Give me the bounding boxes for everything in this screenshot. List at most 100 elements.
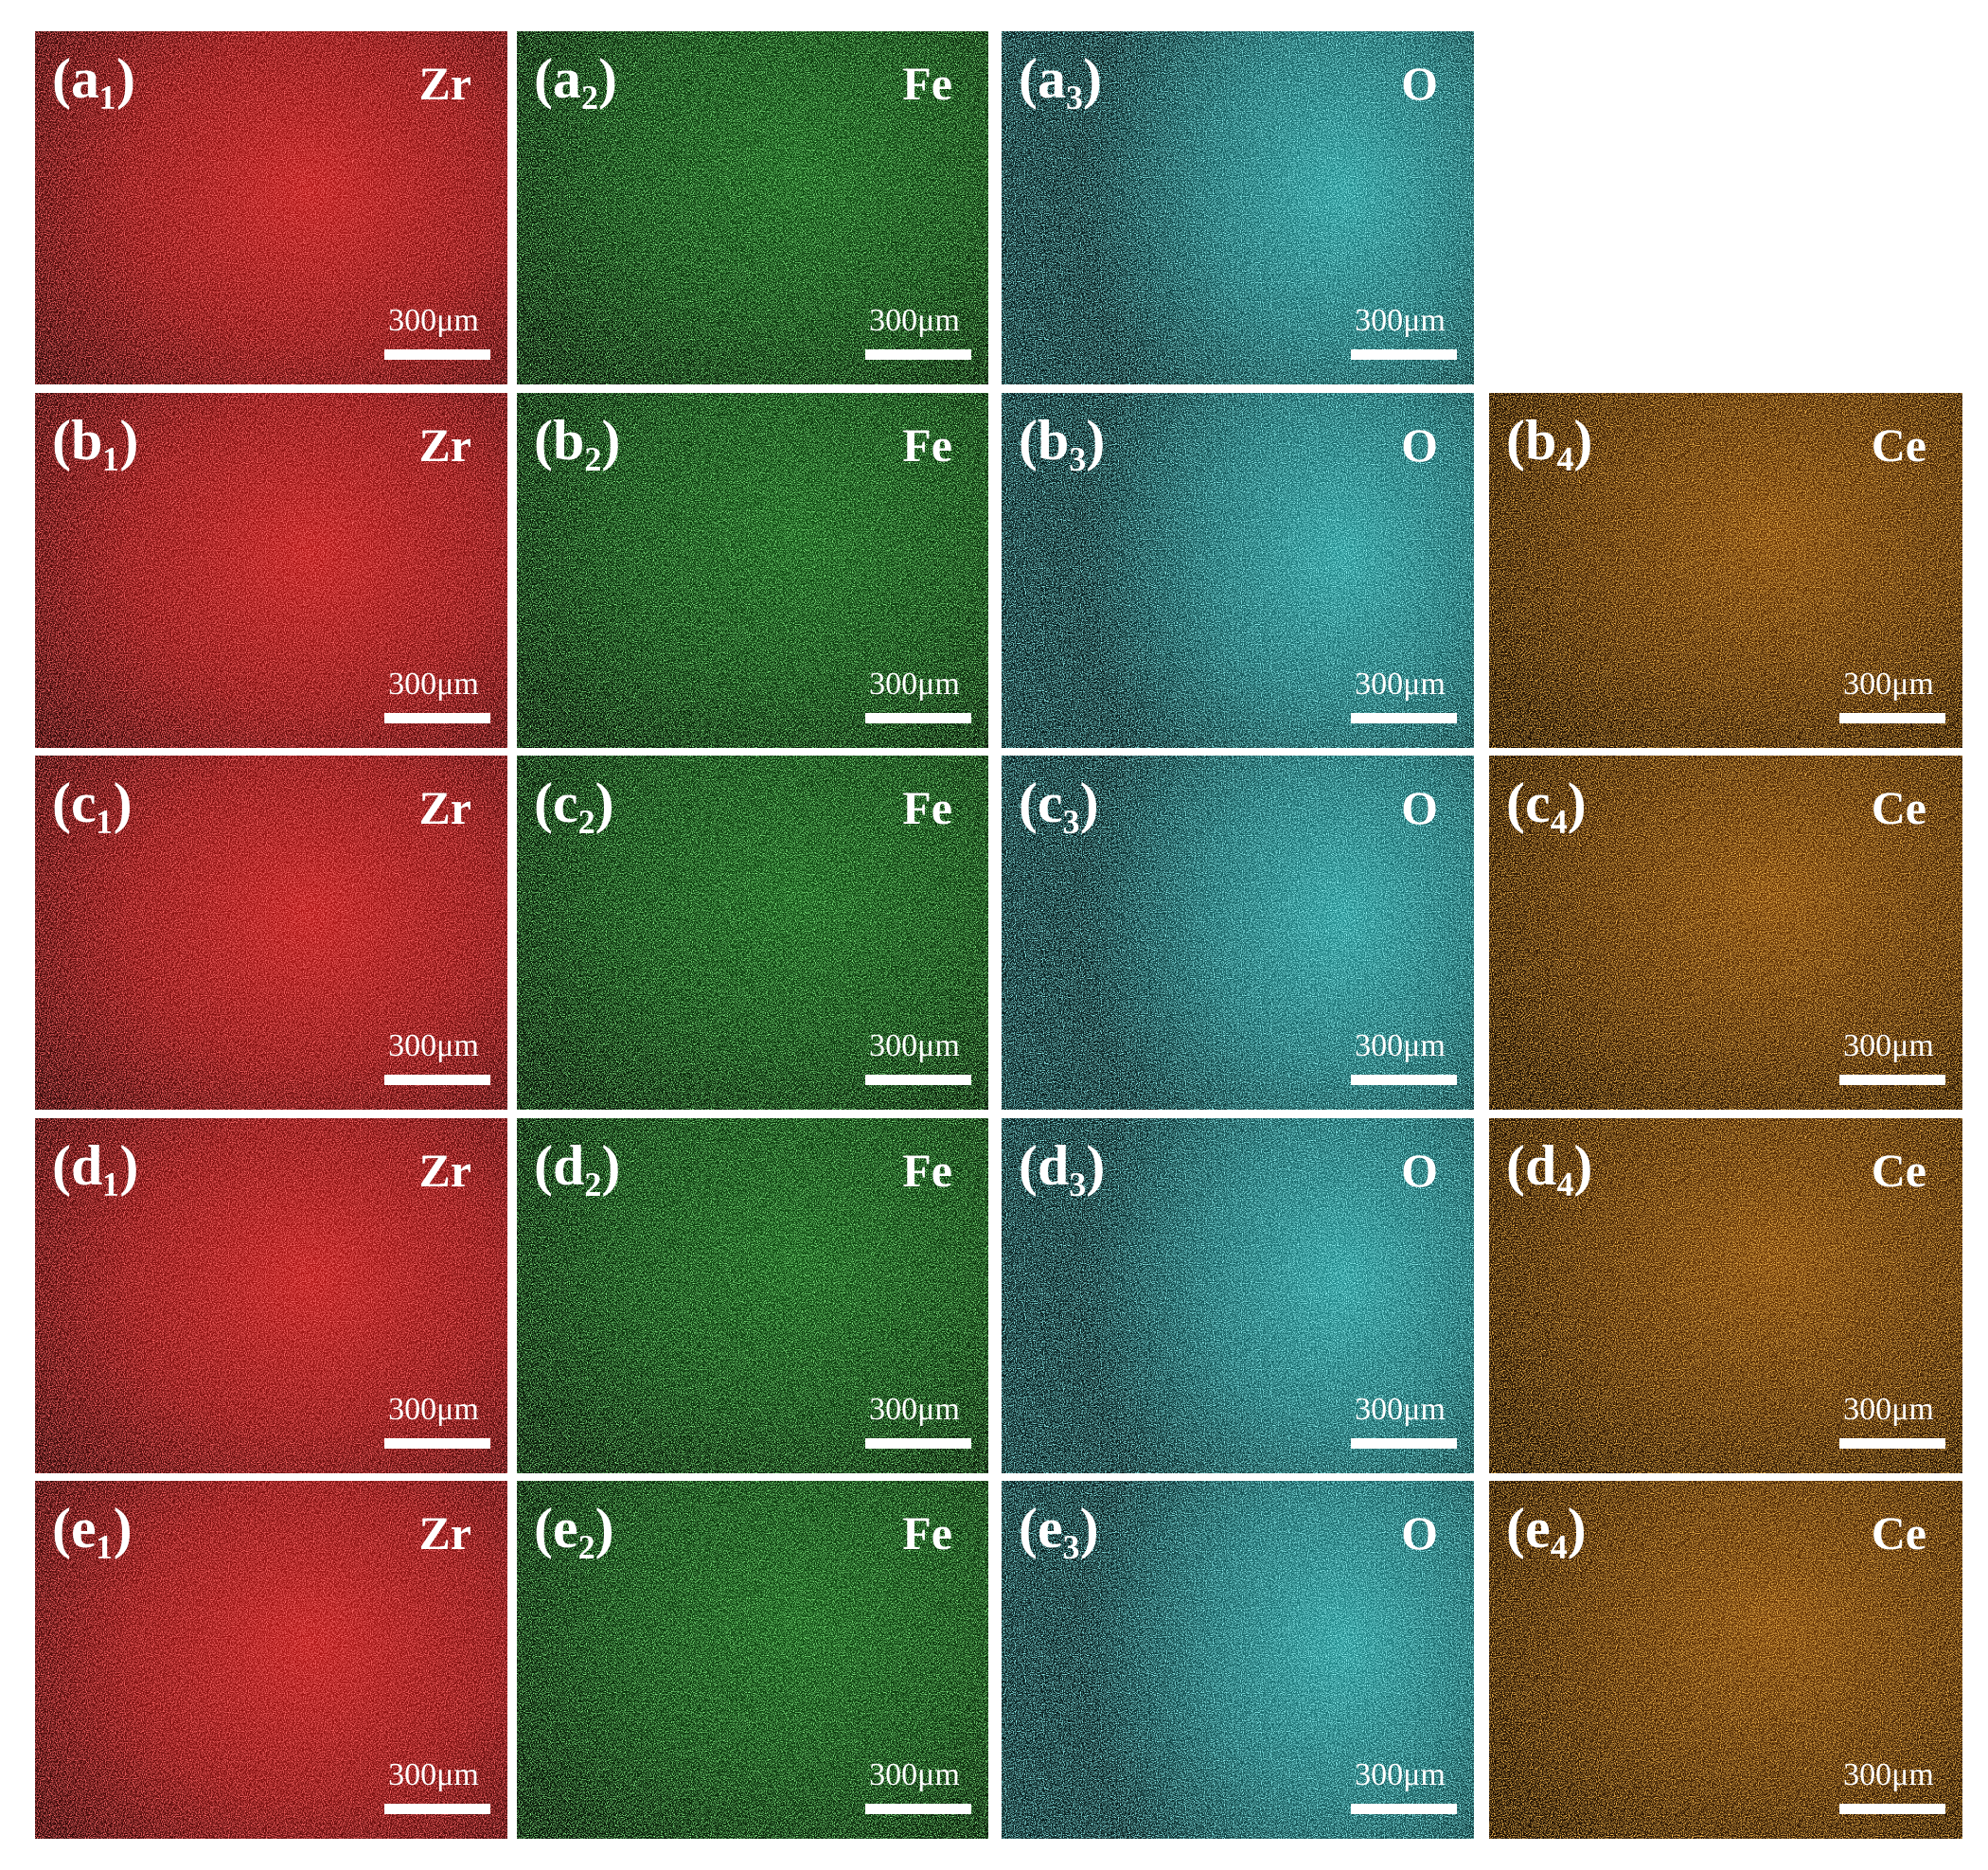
map-panel: (a₁) Zr 300μm — [35, 31, 507, 384]
scale-bar-label: 300μm — [1355, 303, 1446, 338]
speckle — [517, 1118, 988, 1473]
panel-label: (c₁) — [52, 772, 133, 834]
speckle-noise — [517, 31, 988, 384]
map-panel: (d₃) O 300μm — [1002, 1118, 1474, 1473]
scale-bar-label: 300μm — [388, 1757, 479, 1792]
map-panel: (c₃) O 300μm — [1002, 756, 1474, 1110]
scale-bar — [384, 1804, 490, 1814]
scale-bar-label: 300μm — [869, 303, 960, 338]
scale-bar — [1351, 1075, 1457, 1085]
scale-bar — [1351, 1804, 1457, 1814]
speckle — [517, 1481, 988, 1839]
panel-label: (c₄) — [1506, 772, 1587, 834]
map-panel: (e₂) Fe 300μm — [517, 1481, 988, 1839]
scale-bar-label: 300μm — [1843, 667, 1934, 702]
speckle — [517, 756, 988, 1110]
speckle-noise — [517, 1118, 988, 1473]
speckle — [1002, 31, 1474, 384]
element-name: O — [1401, 57, 1438, 110]
speckle — [1489, 756, 1962, 1110]
speckle-noise — [35, 756, 507, 1110]
scale-bar — [1351, 713, 1457, 723]
map-panel: (b₄) Ce 300μm — [1489, 393, 1962, 748]
element-name: Fe — [902, 1144, 952, 1197]
element-name: O — [1401, 1506, 1438, 1559]
speckle — [1002, 1481, 1474, 1839]
element-name: Fe — [902, 419, 952, 472]
element-name: Ce — [1871, 1506, 1926, 1559]
panel-label: (d₄) — [1506, 1134, 1593, 1197]
speckle-noise — [517, 393, 988, 748]
panel-label: (a₂) — [534, 47, 617, 110]
scale-bar-label: 300μm — [869, 1028, 960, 1063]
scale-bar — [865, 713, 971, 723]
element-name: Fe — [902, 1506, 952, 1559]
scale-bar — [1839, 713, 1945, 723]
panel-label: (d₂) — [534, 1134, 621, 1197]
speckle-noise — [35, 1118, 507, 1473]
map-panel: (e₁) Zr 300μm — [35, 1481, 507, 1839]
element-name: Fe — [902, 57, 952, 110]
panel-label: (e₂) — [534, 1497, 614, 1559]
panel-label: (b₄) — [1506, 409, 1593, 472]
speckle-noise — [1002, 1118, 1474, 1473]
element-name: Zr — [418, 57, 471, 110]
map-panel: (d₄) Ce 300μm — [1489, 1118, 1962, 1473]
panel-label: (e₁) — [52, 1497, 133, 1559]
map-panel: (b₂) Fe 300μm — [517, 393, 988, 748]
scale-bar — [865, 1438, 971, 1449]
scale-bar-label: 300μm — [388, 303, 479, 338]
scale-bar — [384, 713, 490, 723]
element-name: O — [1401, 781, 1438, 834]
speckle — [517, 393, 988, 748]
speckle — [1489, 393, 1962, 748]
scale-bar-label: 300μm — [1355, 1392, 1446, 1427]
scale-bar-label: 300μm — [1843, 1028, 1934, 1063]
map-panel: (a₂) Fe 300μm — [517, 31, 988, 384]
scale-bar — [1839, 1438, 1945, 1449]
speckle — [1002, 393, 1474, 748]
scale-bar — [384, 1438, 490, 1449]
map-panel: (b₃) O 300μm — [1002, 393, 1474, 748]
scale-bar-label: 300μm — [1843, 1392, 1934, 1427]
speckle — [1489, 1481, 1962, 1839]
panel-label: (a₁) — [52, 47, 135, 110]
map-panel: (e₃) O 300μm — [1002, 1481, 1474, 1839]
scale-bar — [1839, 1804, 1945, 1814]
speckle-noise — [1489, 1481, 1962, 1839]
speckle — [517, 31, 988, 384]
map-panel: (a₃) O 300μm — [1002, 31, 1474, 384]
speckle-noise — [35, 393, 507, 748]
map-panel: (e₄) Ce 300μm — [1489, 1481, 1962, 1839]
scale-bar — [865, 1075, 971, 1085]
speckle — [1489, 1118, 1962, 1473]
scale-bar-label: 300μm — [869, 1757, 960, 1792]
speckle-noise — [517, 756, 988, 1110]
scale-bar — [1351, 1438, 1457, 1449]
speckle-noise — [35, 31, 507, 384]
panel-label: (b₁) — [52, 409, 139, 472]
speckle-noise — [1489, 756, 1962, 1110]
scale-bar-label: 300μm — [1355, 667, 1446, 702]
speckle — [1002, 1118, 1474, 1473]
scale-bar-label: 300μm — [869, 1392, 960, 1427]
map-panel: (c₁) Zr 300μm — [35, 756, 507, 1110]
element-name: Zr — [418, 1144, 471, 1197]
speckle-noise — [1489, 393, 1962, 748]
speckle — [35, 1118, 507, 1473]
element-name: Ce — [1871, 781, 1926, 834]
panel-label: (b₃) — [1019, 409, 1106, 472]
speckle — [1002, 756, 1474, 1110]
scale-bar-label: 300μm — [1355, 1028, 1446, 1063]
scale-bar-label: 300μm — [388, 1028, 479, 1063]
scale-bar-label: 300μm — [1843, 1757, 1934, 1792]
element-name: Zr — [418, 781, 471, 834]
element-name: Ce — [1871, 419, 1926, 472]
element-name: Ce — [1871, 1144, 1926, 1197]
scale-bar-label: 300μm — [388, 667, 479, 702]
map-panel: (c₂) Fe 300μm — [517, 756, 988, 1110]
panel-label: (e₃) — [1019, 1497, 1099, 1559]
speckle-noise — [35, 1481, 507, 1839]
scale-bar — [865, 1804, 971, 1814]
